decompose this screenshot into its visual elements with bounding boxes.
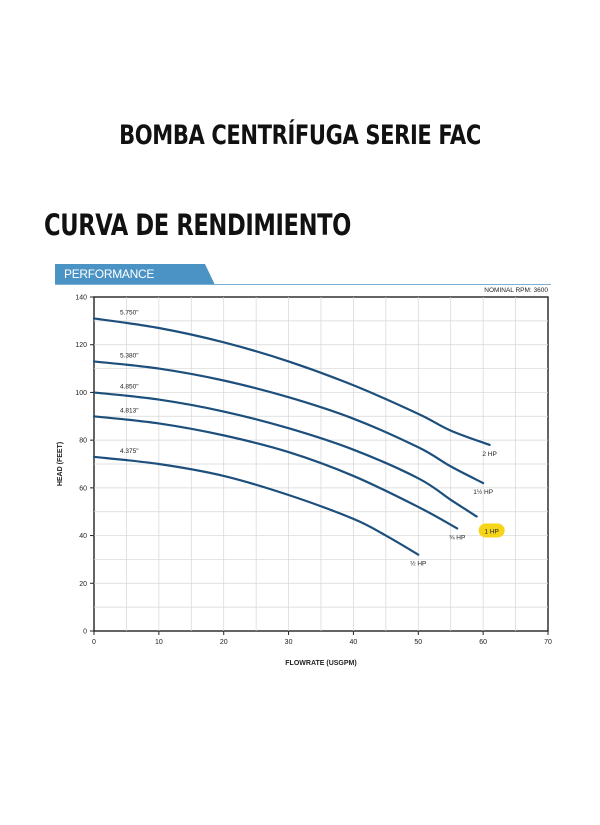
series-2: 5.380" 1½ HP	[92, 352, 493, 496]
series-hp-label: 1 HP	[484, 528, 498, 535]
performance-banner: PERFORMANCE	[55, 264, 215, 285]
series-4: 4.813" ¾ HP	[92, 407, 465, 541]
series-5: 4.375" ½ HP	[92, 448, 426, 568]
series-name-label: 5.750"	[120, 309, 139, 316]
series-name-label: 4.813"	[120, 407, 139, 414]
series-1: 5.750" 2 HP	[92, 309, 497, 458]
x-tick-label: 50	[414, 639, 422, 646]
section-title: CURVA DE RENDIMIENTO	[44, 208, 352, 242]
y-tick-label: 80	[79, 438, 87, 445]
y-tick-label: 100	[75, 390, 87, 397]
performance-banner-label: PERFORMANCE	[64, 267, 155, 281]
series-line	[92, 317, 491, 447]
y-tick-label: 140	[75, 295, 87, 302]
highlight-badge	[478, 523, 505, 538]
series-name-label: 4.375"	[120, 448, 139, 455]
page-title: BOMBA CENTRÍFUGA SERIE FAC	[119, 120, 481, 151]
series-hp-label: 2 HP	[482, 451, 496, 458]
series-name-label: 5.380"	[120, 352, 139, 359]
y-tick-label: 40	[79, 533, 87, 540]
y-tick-label: 0	[83, 629, 87, 636]
x-tick-label: 30	[285, 639, 293, 646]
x-tick-label: 40	[350, 639, 358, 646]
x-tick-label: 60	[479, 639, 487, 646]
y-tick-label: 20	[79, 581, 87, 588]
x-tick-label: 70	[544, 639, 552, 646]
series-hp-label: ½ HP	[410, 560, 426, 568]
nominal-rpm-label: NOMINAL RPM: 3600	[484, 287, 548, 294]
y-axis-label: HEAD (FEET)	[57, 442, 64, 486]
series-layer: 5.750" 2 HP 5.380" 1½ HP 4.850" 1 HP 4.813" ¾ H…	[92, 309, 505, 568]
tick-labels: 0 10 20 30 40 50 60 70 0 20 40 60 80 100 120 140	[75, 295, 552, 647]
x-tick-label: 20	[220, 639, 228, 646]
series-line	[92, 391, 478, 518]
y-tick-label: 120	[75, 342, 87, 349]
series-hp-label: ¾ HP	[449, 534, 465, 541]
series-line	[92, 415, 459, 530]
x-tick-label: 10	[155, 639, 163, 646]
x-tick-label: 0	[92, 639, 96, 646]
series-hp-label: 1½ HP	[473, 488, 493, 496]
series-name-label: 4.850"	[120, 383, 139, 390]
series-line	[92, 360, 485, 485]
y-tick-label: 60	[79, 485, 87, 492]
series-3: 4.850" 1 HP	[92, 383, 505, 538]
series-line	[92, 455, 420, 556]
banner-rule	[55, 284, 551, 285]
x-axis-label: FLOWRATE (USGPM)	[285, 660, 356, 667]
